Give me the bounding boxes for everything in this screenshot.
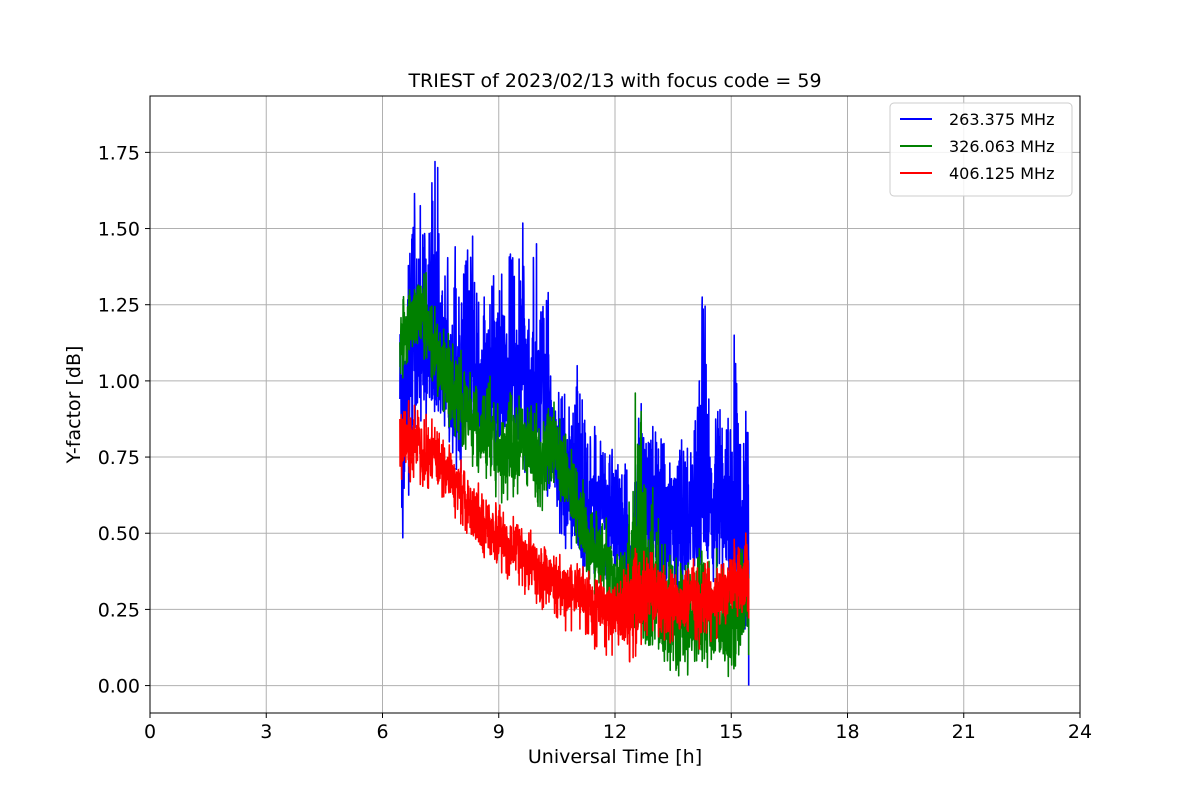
y-axis-label: Y-factor [dB] bbox=[63, 346, 85, 465]
x-tick-label: 3 bbox=[260, 721, 272, 743]
x-tick-label: 6 bbox=[376, 721, 388, 743]
y-tick-label: 0.75 bbox=[98, 447, 140, 469]
x-axis-label: Universal Time [h] bbox=[528, 746, 702, 768]
y-tick-label: 0.00 bbox=[98, 676, 140, 698]
x-tick-label: 0 bbox=[144, 721, 156, 743]
x-tick-label: 21 bbox=[952, 721, 976, 743]
x-tick-label: 24 bbox=[1068, 721, 1092, 743]
x-tick-label: 9 bbox=[493, 721, 505, 743]
legend: 263.375 MHz 326.063 MHz 406.125 MHz bbox=[889, 102, 1073, 197]
x-tick-label: 12 bbox=[603, 721, 627, 743]
legend-label-326-063-mhz: 326.063 MHz bbox=[949, 137, 1054, 156]
x-tick-label: 15 bbox=[719, 721, 743, 743]
y-tick-label: 0.25 bbox=[98, 599, 140, 621]
y-tick-label: 1.75 bbox=[98, 142, 140, 164]
series-line-406-125-mhz bbox=[399, 399, 750, 663]
chart-title: TRIEST of 2023/02/13 with focus code = 5… bbox=[407, 70, 821, 92]
legend-label-263-375-mhz: 263.375 MHz bbox=[949, 110, 1054, 129]
y-tick-label: 1.00 bbox=[98, 371, 140, 393]
x-tick-label: 18 bbox=[835, 721, 859, 743]
y-tick-label: 1.25 bbox=[98, 295, 140, 317]
series-layer bbox=[399, 160, 750, 686]
ticks-layer: 0 3 6 9 12 15 18 21 24 0.00 0.25 0.50 0.75 1.00 1.25 1.… bbox=[98, 142, 1092, 743]
legend-box bbox=[889, 102, 1073, 197]
y-tick-label: 1.50 bbox=[98, 219, 140, 241]
y-tick-label: 0.50 bbox=[98, 523, 140, 545]
legend-label-406-125-mhz: 406.125 MHz bbox=[949, 164, 1054, 183]
series-line-326-063-mhz bbox=[399, 271, 750, 678]
